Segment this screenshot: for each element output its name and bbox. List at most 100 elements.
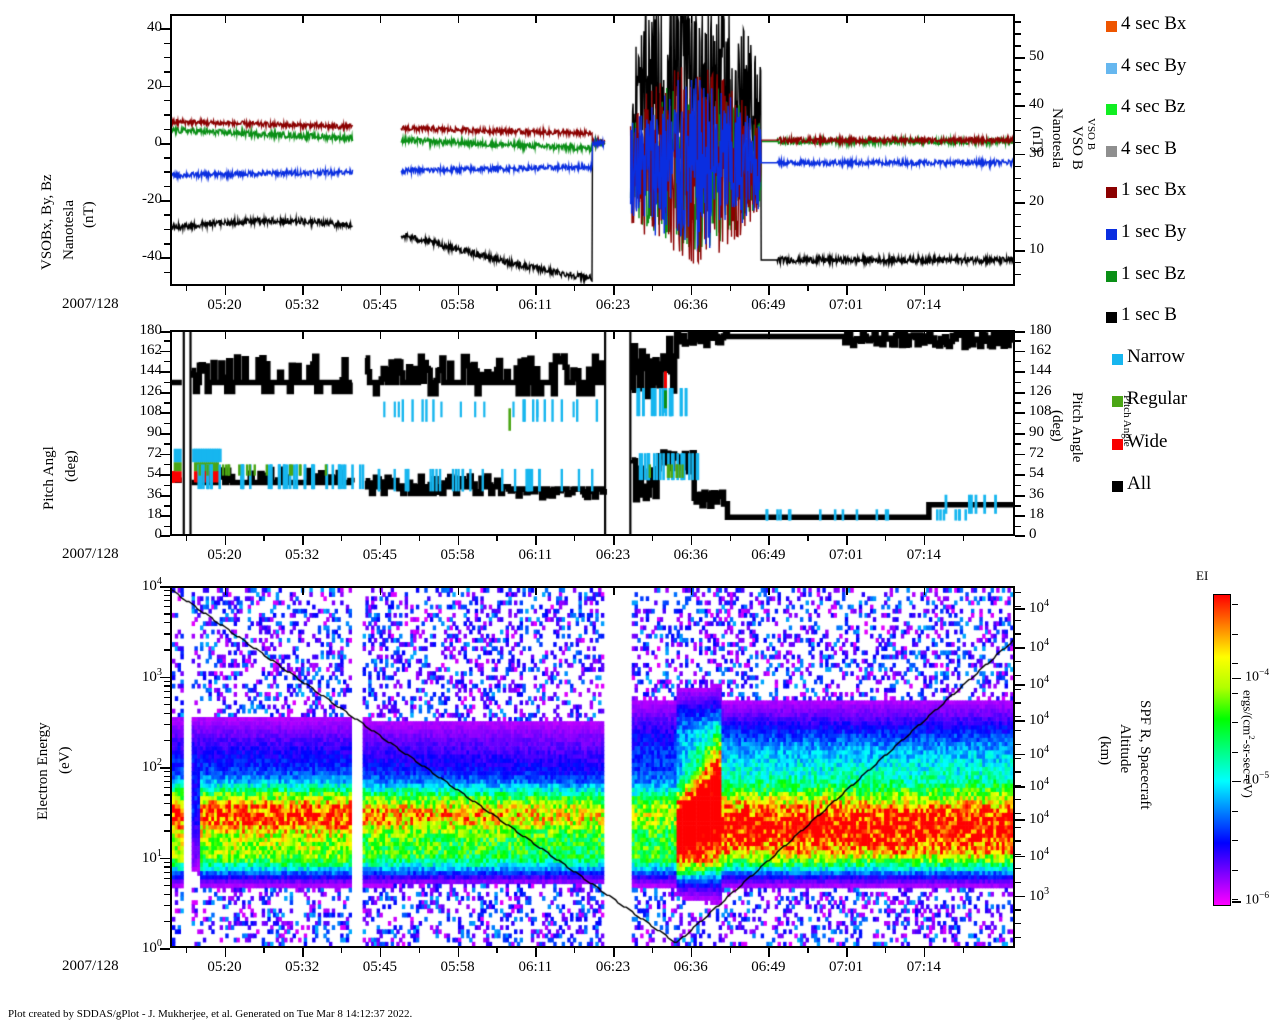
pitch-angle-plot-frame bbox=[170, 330, 1015, 536]
axis-tick bbox=[164, 685, 170, 687]
panel1-left-axis-label-line2: Nanotesla bbox=[61, 200, 77, 260]
axis-tick bbox=[613, 286, 615, 295]
axis-tick bbox=[1015, 771, 1021, 773]
panel2-left-tick-label: 36 bbox=[147, 485, 162, 502]
panel1-left-tick-label: -20 bbox=[142, 191, 162, 208]
footer-credit: Plot created by SDDAS/gPlot - J. Mukherj… bbox=[8, 1008, 413, 1020]
axis-tick bbox=[185, 286, 187, 291]
panel3-left-axis-label-line2: (eV) bbox=[57, 746, 73, 774]
axis-tick bbox=[1015, 474, 1025, 476]
axis-tick bbox=[729, 286, 731, 291]
panel1-left-axis-label-line3: (nT) bbox=[81, 201, 97, 228]
panel2-left-tick-label: 72 bbox=[147, 444, 162, 461]
axis-tick bbox=[1015, 619, 1021, 621]
axis-tick bbox=[160, 494, 170, 497]
axis-tick bbox=[164, 71, 170, 73]
axis-tick bbox=[164, 904, 170, 907]
legend-label-regular: Regular bbox=[1127, 388, 1188, 410]
axis-tick bbox=[1232, 663, 1238, 665]
axis-tick bbox=[535, 586, 537, 595]
axis-tick bbox=[535, 536, 537, 545]
x-axis-tick-label: 06:36 bbox=[673, 959, 708, 975]
axis-tick bbox=[160, 474, 170, 476]
panel1-date-label: 2007/128 bbox=[62, 296, 119, 312]
axis-tick bbox=[1232, 722, 1238, 724]
axis-tick bbox=[1015, 785, 1021, 787]
panel2-right-tick-label: 162 bbox=[1029, 341, 1052, 358]
legend-swatch-1-sec-bz bbox=[1106, 270, 1117, 282]
axis-tick bbox=[164, 600, 170, 602]
axis-tick bbox=[1232, 810, 1238, 812]
axis-tick bbox=[1015, 225, 1021, 228]
panel2-right-axis-label-line1: Pitch Angle bbox=[1069, 392, 1085, 463]
axis-tick bbox=[1015, 237, 1021, 240]
x-axis-tick-label: 07:14 bbox=[906, 297, 941, 313]
panel3-right-tick-label: 104 bbox=[1029, 809, 1050, 828]
panel2-left-axis-label-line1: Pitch Angl bbox=[41, 446, 57, 510]
axis-tick bbox=[1015, 854, 1021, 856]
axis-tick bbox=[457, 14, 460, 23]
axis-tick bbox=[224, 14, 227, 23]
panel1-left-tick-label: 20 bbox=[147, 76, 162, 93]
axis-tick bbox=[1015, 895, 1021, 897]
axis-tick bbox=[1232, 840, 1238, 842]
axis-tick bbox=[1232, 781, 1238, 783]
x-axis-tick-label: 05:20 bbox=[207, 297, 242, 313]
x-axis-tick-label: 06:49 bbox=[751, 547, 786, 563]
panel2-left-axis-label-line2: (deg) bbox=[63, 450, 79, 482]
axis-tick bbox=[1015, 189, 1021, 192]
axis-tick bbox=[1015, 153, 1021, 156]
axis-tick bbox=[1015, 453, 1025, 456]
x-axis-tick-label: 06:11 bbox=[518, 297, 553, 313]
panel1-left-tick-label: 0 bbox=[154, 133, 163, 150]
axis-tick bbox=[160, 767, 170, 769]
axis-tick bbox=[160, 857, 170, 860]
panel2-right-tick-label: 126 bbox=[1029, 382, 1052, 399]
axis-tick bbox=[164, 633, 170, 635]
legend-swatch-narrow bbox=[1112, 353, 1123, 365]
axis-tick bbox=[418, 536, 421, 541]
axis-tick bbox=[160, 948, 170, 950]
legend-swatch-all bbox=[1112, 481, 1123, 493]
panel3-right-tick-label: 104 bbox=[1029, 636, 1050, 655]
panel1-left-axis-label: VSOBx, By, Bz Nanotesla (nT) bbox=[22, 30, 97, 280]
legend-label-1-sec-bz: 1 sec Bz bbox=[1121, 262, 1186, 284]
colorbar-title: EI bbox=[1196, 568, 1209, 583]
panel3-right-tick-label: 104 bbox=[1029, 597, 1050, 616]
panel2-left-tick-label: 54 bbox=[147, 465, 162, 482]
axis-tick bbox=[884, 286, 887, 291]
axis-tick bbox=[164, 340, 170, 342]
axis-tick bbox=[164, 360, 170, 363]
axis-tick bbox=[1232, 604, 1238, 606]
axis-tick bbox=[1015, 340, 1021, 342]
panel2-left-tick-label: 126 bbox=[139, 382, 163, 399]
axis-tick bbox=[1015, 607, 1025, 610]
axis-tick bbox=[574, 948, 576, 953]
axis-tick bbox=[164, 723, 170, 726]
axis-tick bbox=[164, 443, 170, 445]
legend-swatch-1-sec-by bbox=[1106, 229, 1117, 240]
axis-tick bbox=[164, 594, 170, 597]
axis-tick bbox=[1015, 505, 1021, 507]
axis-tick bbox=[768, 330, 770, 339]
axis-tick bbox=[690, 330, 693, 339]
axis-tick bbox=[1015, 331, 1025, 333]
axis-tick bbox=[457, 536, 460, 545]
axis-tick bbox=[164, 861, 170, 863]
axis-tick bbox=[690, 14, 693, 23]
axis-tick bbox=[962, 948, 964, 953]
axis-tick bbox=[1015, 21, 1021, 23]
axis-tick bbox=[1015, 799, 1021, 801]
axis-tick bbox=[1015, 213, 1021, 216]
axis-tick bbox=[164, 505, 170, 507]
axis-tick bbox=[613, 536, 615, 545]
axis-tick bbox=[160, 142, 170, 145]
axis-tick bbox=[164, 463, 170, 466]
axis-tick bbox=[690, 586, 693, 595]
legend-group-mag-text: VSO B bbox=[1085, 118, 1097, 151]
axis-tick bbox=[418, 948, 421, 953]
panel1-right-tick-label: 40 bbox=[1029, 96, 1044, 113]
panel2-date-label: 2007/128 bbox=[62, 546, 119, 562]
legend-swatch-4-sec-by bbox=[1106, 62, 1117, 74]
axis-tick bbox=[164, 402, 170, 404]
